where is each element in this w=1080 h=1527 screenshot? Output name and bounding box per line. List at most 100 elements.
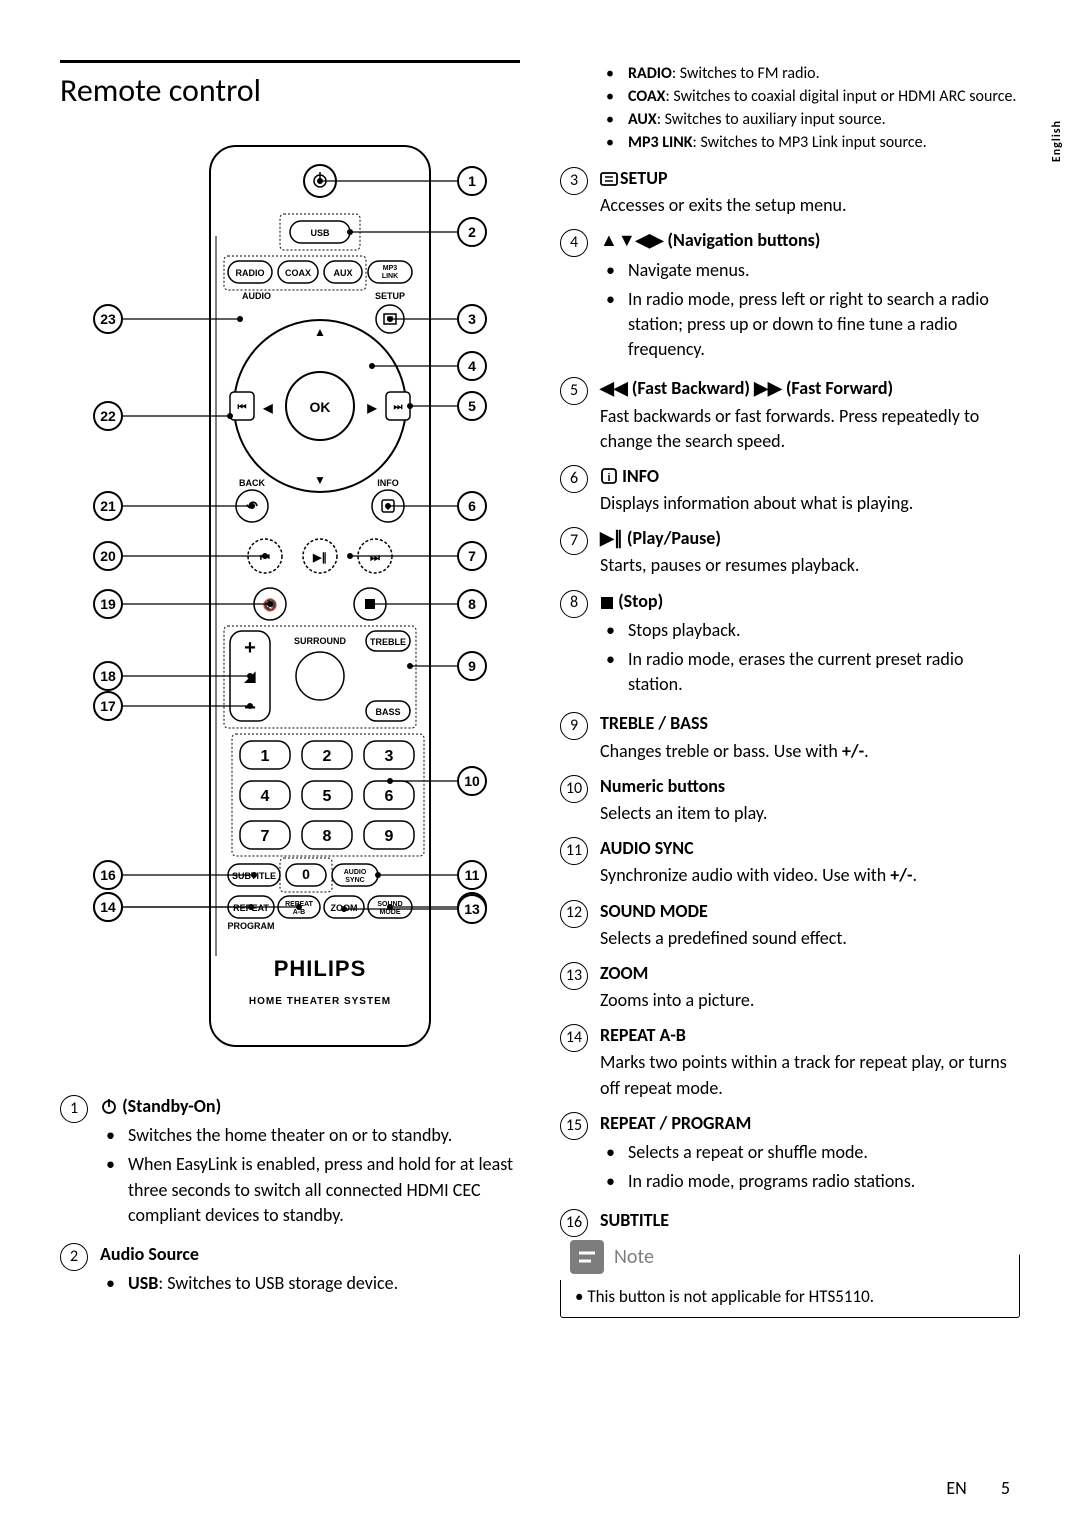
bullet: USB: Switches to USB storage device. (100, 1271, 520, 1296)
svg-text:16: 16 (100, 867, 116, 883)
desc-item: 12 SOUND MODESelects a predefined sound … (560, 899, 1020, 951)
svg-text:7: 7 (261, 828, 270, 845)
callout-number: 12 (560, 900, 588, 928)
page-footer: EN 5 (946, 1477, 1010, 1499)
section-title: Remote control (60, 60, 520, 110)
item-title: ▶∥ (Play/Pause) (600, 527, 721, 549)
bullet: When EasyLink is enabled, press and hold… (100, 1152, 520, 1228)
desc-item: 2 Audio Source USB: Switches to USB stora… (60, 1242, 520, 1300)
svg-text:PROGRAM: PROGRAM (228, 921, 275, 931)
svg-text:2: 2 (468, 224, 476, 240)
svg-text:3: 3 (385, 748, 394, 765)
item-sub: Accesses or exits the setup menu. (600, 193, 1020, 218)
callout-number: 4 (560, 229, 588, 257)
desc-item: 14 REPEAT A-BMarks two points within a t… (560, 1023, 1020, 1101)
svg-text:TREBLE: TREBLE (370, 637, 406, 647)
svg-text:20: 20 (100, 548, 116, 564)
svg-text:11: 11 (465, 867, 480, 883)
callout-number: 11 (560, 837, 588, 865)
svg-text:USB: USB (310, 228, 330, 238)
svg-text:13: 13 (464, 901, 480, 917)
desc-item: 3 SETUP Accesses or exits the setup menu. (560, 166, 1020, 218)
svg-text:SURROUND: SURROUND (294, 636, 347, 646)
column-right: RADIO: Switches to FM radio. COAX: Switch… (560, 60, 1020, 1477)
right-items: 3 SETUP Accesses or exits the setup menu.… (560, 166, 1020, 1237)
note-title: Note (614, 1245, 654, 1269)
svg-text:INFO: INFO (377, 478, 399, 488)
item-title: REPEAT / PROGRAM (600, 1112, 751, 1134)
svg-text:8: 8 (468, 596, 476, 612)
svg-text:HOME THEATER SYSTEM: HOME THEATER SYSTEM (249, 996, 391, 1007)
item-title: SETUP (600, 167, 668, 189)
svg-text:22: 22 (100, 408, 116, 424)
svg-text:5: 5 (468, 398, 476, 414)
item-title: (Standby-On) (100, 1095, 221, 1117)
callout-number: 2 (60, 1243, 88, 1271)
item-title: Audio Source (100, 1243, 199, 1265)
item-title: ZOOM (600, 962, 648, 984)
svg-text:10: 10 (464, 773, 480, 789)
item-title: SOUND MODE (600, 900, 708, 922)
svg-text:▶: ▶ (366, 401, 377, 415)
svg-text:5: 5 (323, 788, 332, 805)
desc-item: 4 ▲▼◀▶ (Navigation buttons)Navigate menu… (560, 228, 1020, 366)
bullet: In radio mode, programs radio stations. (600, 1169, 1020, 1194)
desc-item: 5 ◀◀ (Fast Backward) ▶▶ (Fast Forward)Fa… (560, 376, 1020, 454)
callout-number: 3 (560, 167, 588, 195)
page-columns: Remote control USB RADIO COAX AUX (60, 60, 1020, 1477)
svg-text:i: i (607, 472, 610, 484)
bullet: In radio mode, erases the current preset… (600, 647, 1020, 697)
desc-item: 9 TREBLE / BASSChanges treble or bass. U… (560, 711, 1020, 763)
svg-text:1: 1 (468, 173, 476, 189)
svg-text:SYNC: SYNC (345, 877, 364, 884)
svg-text:▲: ▲ (314, 325, 326, 339)
desc-item: 15 REPEAT / PROGRAMSelects a repeat or s… (560, 1111, 1020, 1199)
svg-text:14: 14 (100, 899, 116, 915)
svg-text:AUDIO: AUDIO (344, 869, 367, 876)
bullet: MP3 LINK: Switches to MP3 Link input sou… (600, 133, 1020, 152)
desc-item: 16 SUBTITLE (560, 1208, 1020, 1237)
item-title: i INFO (600, 465, 659, 487)
svg-text:PHILIPS: PHILIPS (274, 956, 367, 981)
callout-number: 14 (560, 1024, 588, 1052)
svg-text:⏭: ⏭ (394, 402, 403, 413)
desc-item: 7 ▶∥ (Play/Pause)Starts, pauses or resum… (560, 526, 1020, 578)
svg-text:7: 7 (468, 548, 476, 564)
item-sub: Selects an item to play. (600, 801, 1020, 826)
bullet: RADIO: Switches to FM radio. (600, 64, 1020, 83)
callout-number: 15 (560, 1112, 588, 1140)
callout-number: 10 (560, 775, 588, 803)
svg-text:18: 18 (100, 668, 116, 684)
svg-text:◀: ◀ (262, 401, 273, 415)
callout-number: 8 (560, 590, 588, 618)
note-body: This button is not applicable for HTS511… (561, 1280, 1019, 1317)
svg-text:21: 21 (100, 498, 116, 514)
svg-text:4: 4 (261, 788, 270, 805)
svg-text:2: 2 (323, 748, 332, 765)
item-sub: Zooms into a picture. (600, 988, 1020, 1013)
note-box: Note This button is not applicable for H… (560, 1253, 1020, 1318)
svg-text:AUX: AUX (333, 268, 352, 278)
svg-text:+: + (244, 637, 256, 659)
callout-number: 5 (560, 377, 588, 405)
bullet: AUX: Switches to auxiliary input source. (600, 110, 1020, 129)
left-items: 1 (Standby-On)Switches the home theater … (60, 1094, 520, 1300)
svg-text:▼: ▼ (314, 473, 326, 487)
bullet: COAX: Switches to coaxial digital input … (600, 87, 1020, 106)
svg-text:BASS: BASS (375, 707, 400, 717)
column-left: Remote control USB RADIO COAX AUX (60, 60, 520, 1477)
item-sub: Displays information about what is playi… (600, 491, 1020, 516)
desc-item: 13 ZOOM Zooms into a picture. (560, 961, 1020, 1013)
item-title: REPEAT A-B (600, 1024, 686, 1046)
svg-text:8: 8 (323, 828, 332, 845)
callout-number: 13 (560, 962, 588, 990)
svg-text:1: 1 (261, 748, 270, 765)
svg-text:COAX: COAX (285, 268, 311, 278)
desc-item: 1 (Standby-On)Switches the home theater … (60, 1094, 520, 1232)
svg-text:0: 0 (302, 866, 310, 882)
svg-text:BACK: BACK (239, 478, 265, 488)
svg-text:MODE: MODE (380, 909, 401, 916)
svg-text:AUDIO: AUDIO (242, 291, 271, 301)
remote-diagram: USB RADIO COAX AUX MP3 LINK AUDIO SETUP (80, 126, 500, 1066)
callout-number: 9 (560, 712, 588, 740)
